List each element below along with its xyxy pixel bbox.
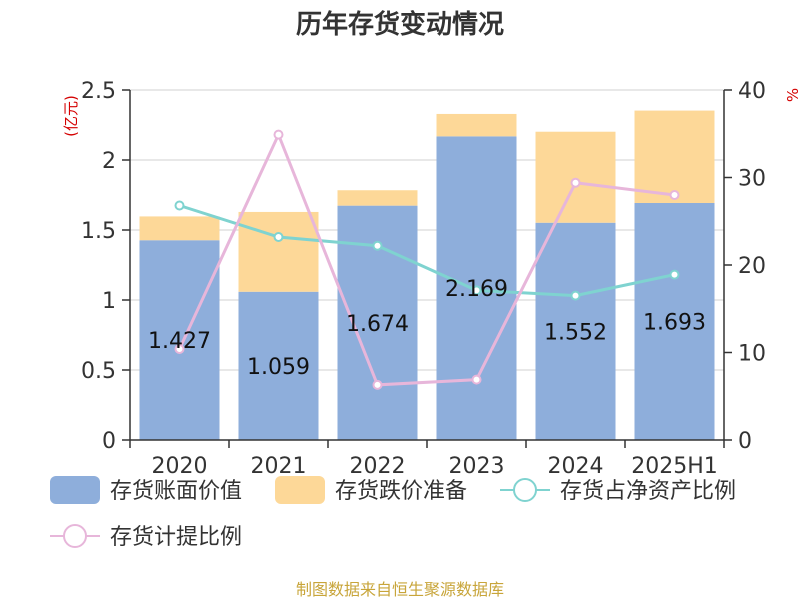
legend-marker [63,524,87,548]
legend-swatch [275,476,325,504]
axes: 0 0.5 1 1.5 2 2.5 0 10 20 30 40 (亿元)% 2020 2021 2022 20… [62,79,800,479]
right-tick-label: 10 [738,342,766,367]
x-tick-label: 2023 [449,454,505,479]
series-point [273,232,284,242]
series-point [570,290,581,301]
series-point [273,129,284,140]
bar-value-label: 1.674 [346,312,409,337]
right-axis-unit: % [784,88,800,102]
bar-value-label: 1.552 [544,320,607,345]
bar-impairment-reserve [436,113,517,137]
left-axis-unit: (亿元) [62,95,80,137]
source-note: 制图数据来自恒生聚源数据库 [296,580,504,599]
series-point [174,200,185,211]
chart-title: 历年存货变动情况 [296,9,504,40]
bar-impairment-reserve [238,211,319,292]
legend-label: 存货计提比例 [110,525,242,550]
series-point [372,379,383,390]
x-tick-label: 2020 [152,454,208,479]
line-series [174,129,680,390]
legend-label: 存货账面价值 [110,479,242,504]
x-tick-label: 2022 [350,454,406,479]
legend-label: 存货占净资产比例 [560,479,736,504]
bar-value-label: 1.059 [247,355,310,380]
series-line [178,130,675,387]
x-tick-label: 2024 [548,454,604,479]
bar-impairment-reserve [139,216,220,241]
bar-value-label: 1.693 [643,310,706,335]
x-tick-label: 2021 [251,454,307,479]
left-tick-label: 2 [102,149,116,174]
right-tick-label: 40 [738,79,766,104]
left-tick-label: 0.5 [81,359,116,384]
bar-value-label: 1.427 [148,329,211,354]
series-point [471,285,482,296]
series-line [179,204,675,298]
right-tick-label: 20 [738,254,766,279]
bar-impairment-reserve [535,131,616,223]
bar-book-value [634,202,715,440]
series-point [471,374,482,385]
series-point [669,269,680,280]
right-tick-label: 0 [738,429,752,454]
left-tick-label: 1.5 [81,219,116,244]
legend-swatch [50,476,100,504]
bar-value-labels: 1.427 1.059 1.674 2.169 1.552 1.693 [148,277,706,380]
bar-book-value [139,240,220,440]
left-tick-label: 1 [102,289,116,314]
bar-value-label: 2.169 [445,277,508,302]
series-point [669,190,680,200]
series-point [372,240,383,251]
legend-marker [513,478,537,502]
series-point [174,344,185,354]
bar-book-value [238,291,319,440]
left-tick-label: 2.5 [81,79,116,104]
x-tick-label: 2025H1 [631,454,718,479]
bar-impairment-reserve [337,190,418,206]
series-point [570,177,581,188]
right-tick-label: 30 [738,167,766,192]
bar-book-value [535,222,616,440]
left-tick-label: 0 [102,429,116,454]
legend-label: 存货跌价准备 [335,479,467,504]
bar-impairment-reserve [634,110,715,203]
